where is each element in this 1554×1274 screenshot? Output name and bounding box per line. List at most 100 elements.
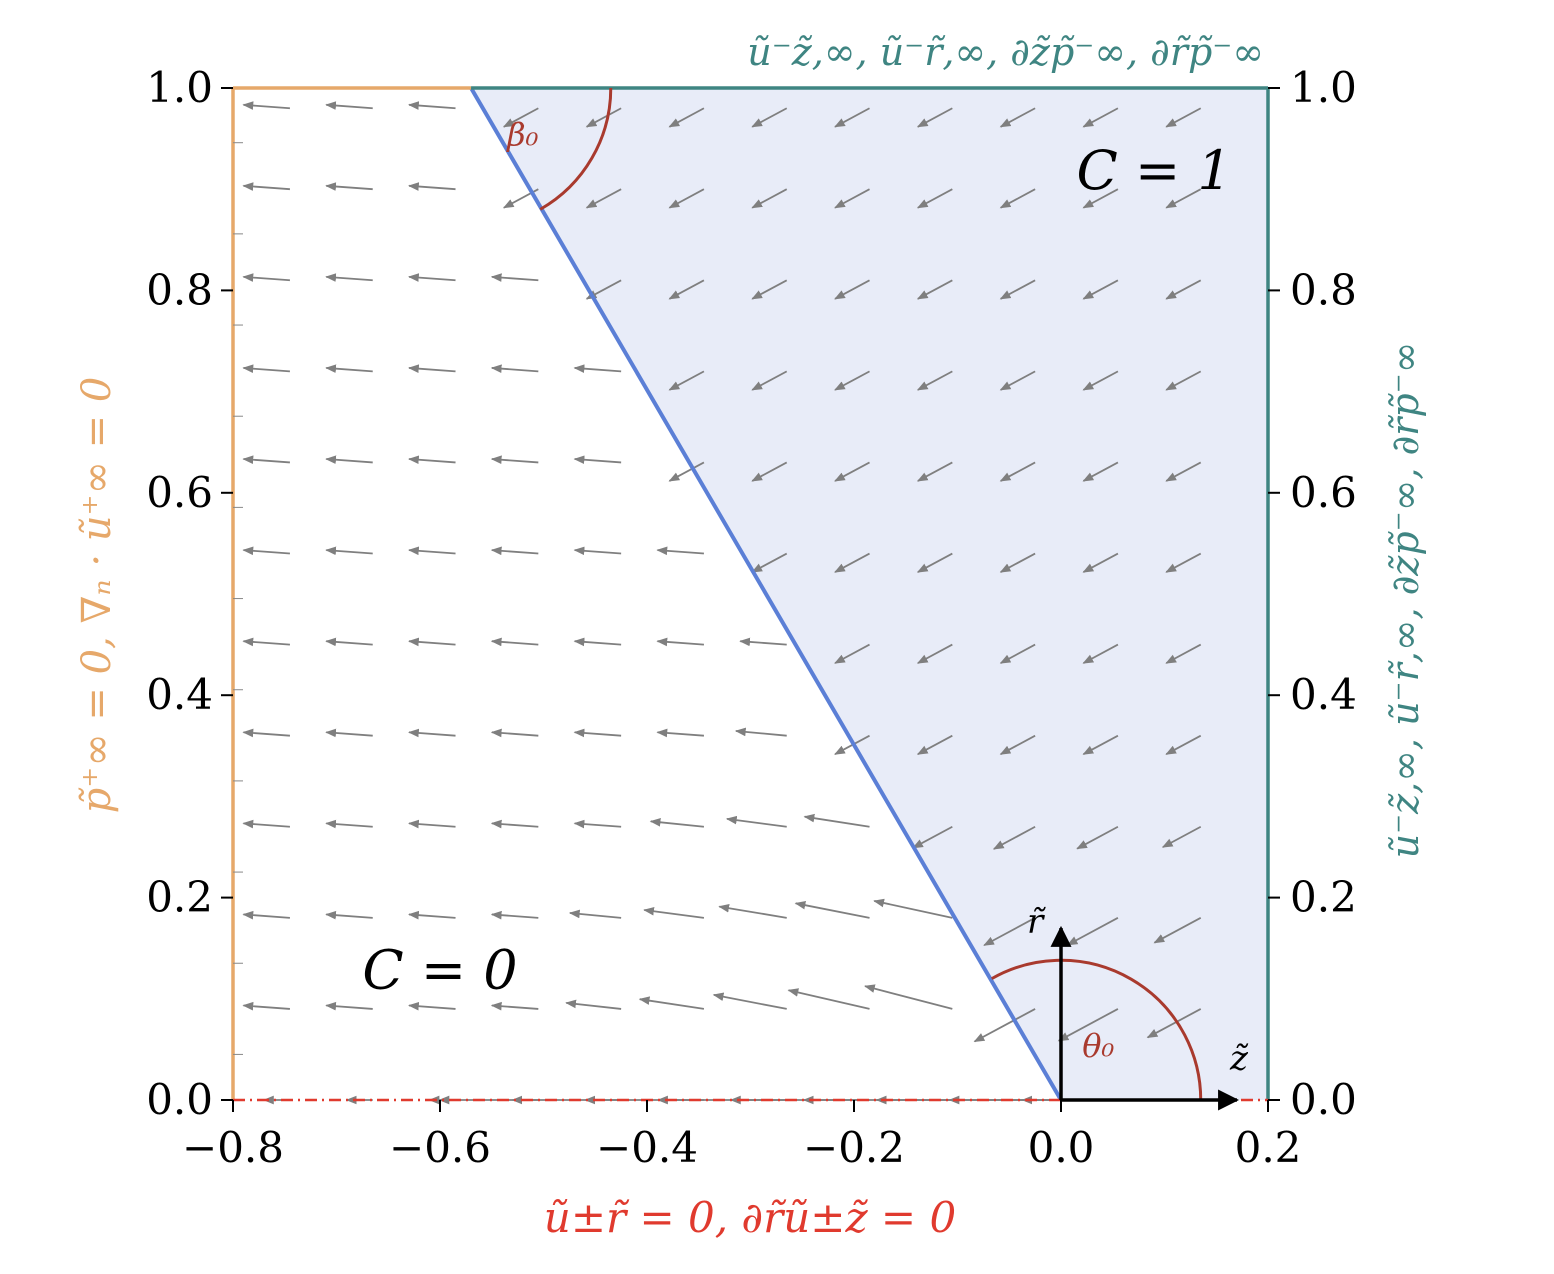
y-tick-label-left: 0.0 [146, 1075, 213, 1124]
field-arrow [490, 637, 539, 647]
field-arrow [751, 279, 788, 300]
beta-angle-arc [539, 87, 613, 211]
x-tick-label: 0.0 [1028, 1123, 1095, 1172]
field-arrow [585, 188, 622, 209]
field-arrow [794, 900, 870, 919]
field-arrow [573, 819, 622, 829]
field-arrow [638, 996, 705, 1010]
field-arrow [242, 637, 290, 647]
field-arrow [1082, 643, 1119, 664]
field-arrow [325, 182, 373, 191]
y-tick-label-left: 0.2 [146, 873, 213, 922]
field-arrow [573, 728, 622, 738]
field-arrow [490, 910, 539, 920]
field-arrow [649, 817, 705, 828]
field-arrow [834, 552, 870, 573]
field-arrow [983, 917, 1036, 947]
field-arrow [1057, 1008, 1119, 1042]
y-tick-label-left: 1.0 [146, 63, 213, 112]
field-arrow [408, 910, 456, 920]
field-arrow [999, 188, 1036, 209]
field-arrow [573, 637, 622, 647]
field-arrow [718, 903, 787, 919]
field-arrow [325, 101, 373, 110]
x-tick-label: −0.2 [803, 1123, 905, 1172]
field-arrow [834, 188, 870, 209]
field-arrow [803, 813, 870, 828]
field-arrow [712, 992, 787, 1010]
field-arrow [834, 279, 870, 300]
field-arrow [1165, 370, 1202, 391]
field-arrow [1165, 107, 1202, 128]
region-label-c0: C = 0 [362, 938, 517, 1001]
y-tick-label-left: 0.8 [146, 265, 213, 314]
field-arrow [408, 273, 456, 282]
field-arrow [325, 728, 373, 738]
field-arrow [408, 546, 456, 556]
field-arrow [502, 107, 539, 128]
field-arrow [864, 984, 953, 1010]
y-axis-ticks-left: 0.0 0.2 0.4 0.6 0.8 1.0 [146, 63, 243, 1124]
y-axis-ticks-right: 0.0 0.2 0.4 0.6 0.8 1.0 [1268, 63, 1357, 1124]
field-arrow [1165, 279, 1202, 300]
field-arrow [1066, 917, 1119, 946]
c1-region-fill [471, 88, 1268, 1100]
field-arrow [916, 643, 953, 664]
field-arrow [999, 643, 1036, 664]
field-arrow [916, 279, 953, 300]
field-arrow [242, 182, 290, 191]
field-arrow [1165, 734, 1202, 756]
field-arrow [751, 370, 788, 391]
field-arrow [668, 188, 705, 209]
field-arrow [1082, 370, 1119, 391]
right-boundary-label: ũ⁻z̃,∞, ũ⁻r̃,∞, ∂z̃p̃⁻∞, ∂r̃p̃⁻∞ [1383, 342, 1427, 859]
field-arrow [242, 364, 290, 373]
bottom-boundary-label: ũ±r̃ = 0, ∂r̃ũ±z̃ = 0 [544, 1193, 956, 1242]
field-arrow [1082, 461, 1119, 482]
field-arrow [1153, 917, 1202, 944]
field-arrow [992, 825, 1036, 850]
field-arrow [751, 552, 788, 573]
field-arrow [1082, 552, 1119, 573]
field-arrow [1082, 188, 1119, 209]
field-arrow [408, 455, 456, 465]
x-tick-label: −0.8 [182, 1123, 284, 1172]
top-boundary-label: ũ⁻z̃,∞, ũ⁻r̃,∞, ∂z̃p̃⁻∞, ∂r̃p̃⁻∞ [747, 30, 1264, 74]
field-arrow [834, 643, 870, 664]
beta-angle-label: β₀ [506, 116, 539, 154]
field-arrow [999, 279, 1036, 300]
field-arrow [325, 910, 373, 920]
field-arrow [242, 910, 290, 920]
field-arrow [490, 1001, 539, 1011]
y-tick-label-right: 1.0 [1290, 63, 1357, 112]
field-arrow [916, 188, 953, 209]
theta-angle-arc [991, 958, 1203, 1101]
field-arrow [1165, 188, 1202, 209]
region-label-c1: C = 1 [1077, 139, 1232, 202]
field-arrow [490, 728, 539, 738]
x-tick-label: −0.6 [389, 1123, 491, 1172]
field-arrow [1165, 461, 1202, 482]
field-arrow [325, 637, 373, 647]
y-tick-label-right: 0.8 [1290, 265, 1357, 314]
y-tick-label-right: 0.0 [1290, 1075, 1357, 1124]
field-arrow [408, 182, 456, 191]
field-arrow [408, 637, 456, 647]
field-arrow [242, 101, 290, 110]
field-arrow [408, 819, 456, 829]
y-tick-label-right: 0.4 [1290, 670, 1357, 719]
field-arrow [751, 461, 788, 482]
field-arrow [242, 728, 290, 738]
field-arrow [325, 819, 373, 829]
x-tick-label: −0.4 [596, 1123, 698, 1172]
field-arrow [912, 825, 953, 849]
field-arrow [751, 188, 788, 209]
field-arrow [999, 107, 1036, 128]
field-arrow [325, 364, 373, 373]
field-arrow [242, 546, 290, 556]
field-arrow [1161, 825, 1202, 848]
field-arrow [325, 546, 373, 556]
field-arrow [408, 1001, 456, 1011]
field-arrow [490, 546, 539, 556]
field-arrow [834, 461, 870, 482]
